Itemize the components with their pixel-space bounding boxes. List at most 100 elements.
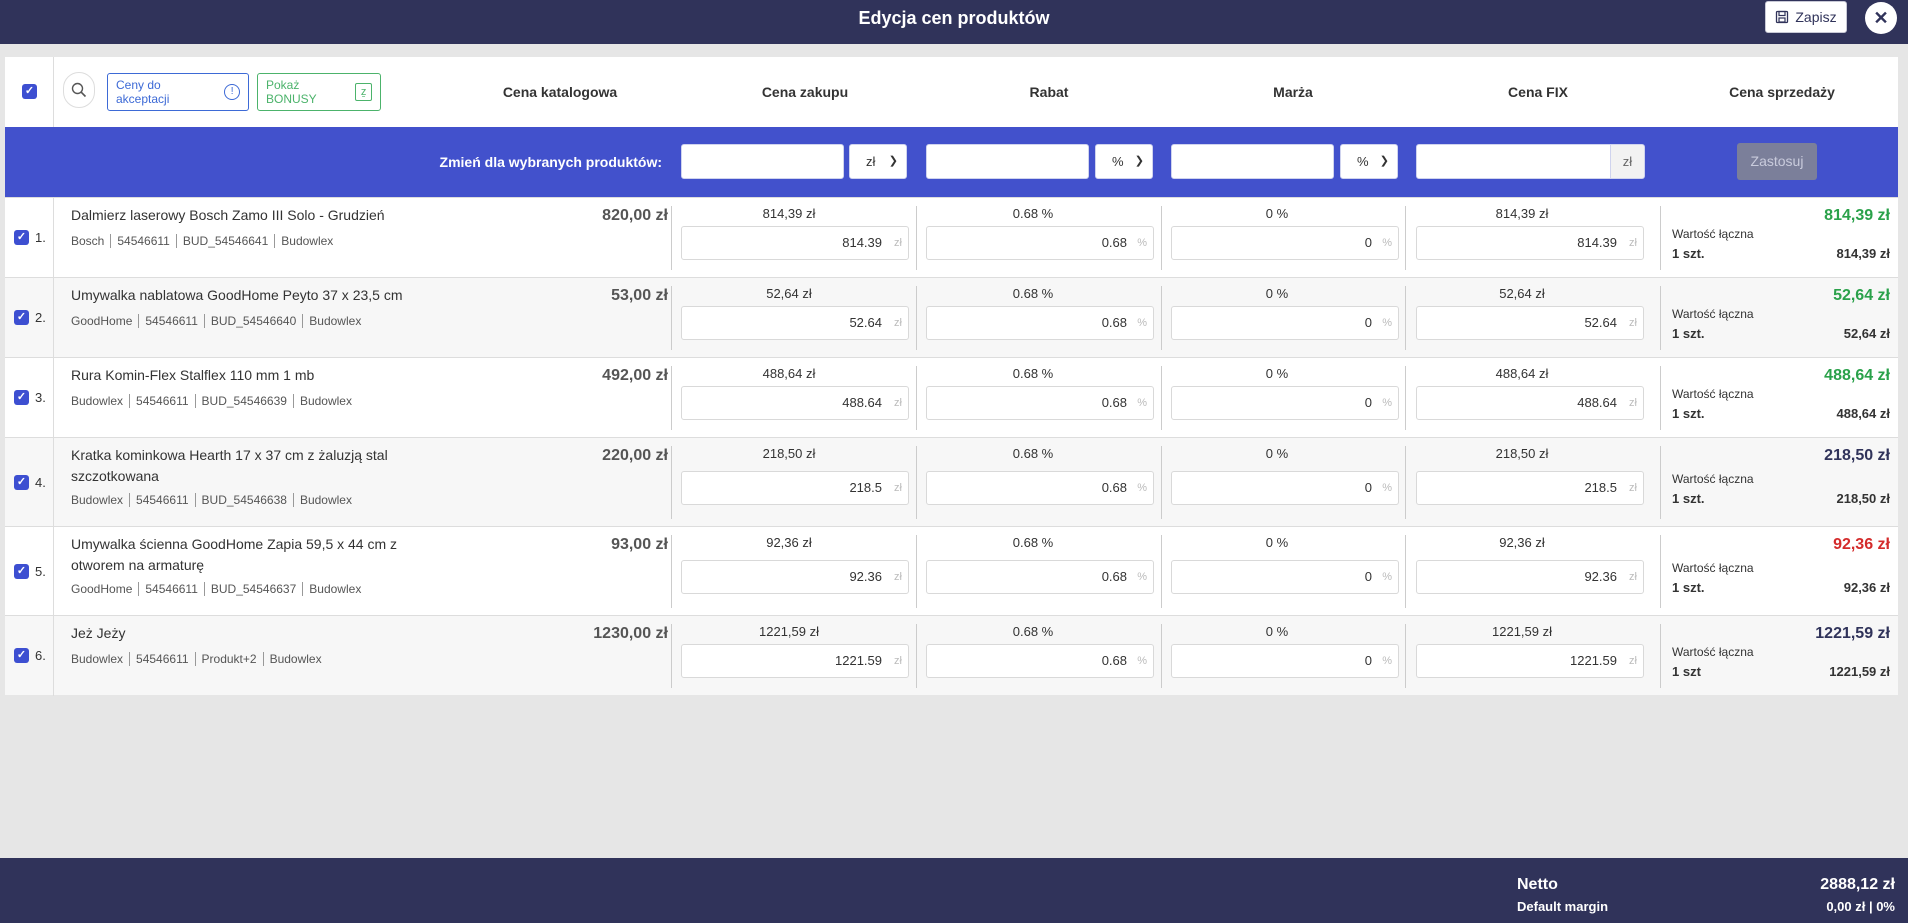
fix-input[interactable]: 814.39 zł	[1416, 226, 1644, 260]
bulk-discount-input[interactable]	[926, 144, 1089, 179]
purchase-input[interactable]: 52.64 zł	[681, 306, 909, 340]
discount-input-unit: %	[1137, 397, 1147, 409]
discount-input[interactable]: 0.68%	[926, 306, 1154, 340]
page-title: Edycja cen produktów	[858, 8, 1050, 28]
product-meta-item: Budowlex	[292, 394, 358, 408]
quantity: 1 szt.	[1672, 580, 1705, 595]
purchase-input[interactable]: 814.39 zł	[681, 226, 909, 260]
purchase-input[interactable]: 488.64 zł	[681, 386, 909, 420]
save-button[interactable]: Zapisz	[1765, 1, 1847, 33]
discount-value-label: 0.68 %	[1012, 286, 1054, 301]
total-value-label: Wartość łączna	[1672, 645, 1754, 659]
product-meta-item: 54546611	[129, 493, 195, 507]
products-table: ✓ Ceny do akceptacji ! Pokaż BONUSY ẕ Ce…	[5, 57, 1898, 696]
margin-input[interactable]: 0%	[1171, 386, 1399, 420]
pending-prices-button[interactable]: Ceny do akceptacji !	[107, 73, 249, 111]
default-margin-value: 0,00 zł | 0%	[1826, 899, 1895, 914]
product-meta-item: Budowlex	[302, 582, 367, 596]
discount-input-unit: %	[1137, 482, 1147, 494]
purchase-input[interactable]: 92.36 zł	[681, 560, 909, 594]
row-checkbox[interactable]: ✓	[14, 564, 29, 579]
product-meta-item: 54546611	[138, 582, 204, 596]
product-meta-item: Bosch	[71, 234, 105, 248]
margin-input[interactable]: 0%	[1171, 471, 1399, 505]
fix-input[interactable]: 92.36 zł	[1416, 560, 1644, 594]
margin-value-label: 0 %	[1265, 206, 1289, 221]
row-checkbox[interactable]: ✓	[14, 230, 29, 245]
margin-input[interactable]: 0%	[1171, 226, 1399, 260]
margin-input[interactable]: 0%	[1171, 644, 1399, 678]
table-row: ✓ 3. Rura Komin-Flex Stalflex 110 mm 1 mb B…	[5, 357, 1898, 438]
quantity: 1 szt.	[1672, 326, 1705, 341]
margin-input-value: 0	[1364, 315, 1372, 330]
product-meta-item: Budowlex	[292, 493, 358, 507]
fix-input[interactable]: 218.5 zł	[1416, 471, 1644, 505]
discount-input[interactable]: 0.68%	[926, 560, 1154, 594]
bulk-discount-unit-select[interactable]: % ❯	[1095, 144, 1153, 179]
purchase-input[interactable]: 1221.59 zł	[681, 644, 909, 678]
product-meta: Budowlex 54546611 BUD_54546639 Budowlex	[71, 394, 358, 408]
product-meta-item: BUD_54546639	[194, 394, 293, 408]
bulk-margin-unit-select[interactable]: % ❯	[1340, 144, 1398, 179]
product-meta: Budowlex 54546611 BUD_54546638 Budowlex	[71, 493, 358, 507]
column-divider	[916, 206, 917, 270]
purchase-input[interactable]: 218.5 zł	[681, 471, 909, 505]
show-bonus-button[interactable]: Pokaż BONUSY ẕ	[257, 73, 381, 111]
column-divider	[1405, 206, 1406, 270]
column-divider	[1660, 535, 1661, 608]
show-bonus-label: Pokaż BONUSY	[266, 78, 317, 106]
discount-input[interactable]: 0.68%	[926, 471, 1154, 505]
product-meta: GoodHome 54546611 BUD_54546640 Budowlex	[71, 314, 367, 328]
catalog-price: 492,00 zł	[602, 367, 668, 384]
product-meta-item: Budowlex	[71, 394, 124, 408]
bulk-margin-unit: %	[1357, 154, 1369, 169]
discount-input[interactable]: 0.68%	[926, 644, 1154, 678]
bulk-margin-input[interactable]	[1171, 144, 1334, 179]
discount-value-label: 0.68 %	[1012, 535, 1054, 550]
table-row: ✓ 4. Kratka kominkowa Hearth 17 x 37 cm z …	[5, 437, 1898, 527]
margin-value-label: 0 %	[1265, 535, 1289, 550]
bulk-fix-input[interactable]	[1416, 144, 1611, 179]
row-divider	[53, 527, 54, 616]
discount-input[interactable]: 0.68%	[926, 386, 1154, 420]
close-button[interactable]: ✕	[1865, 2, 1897, 34]
bulk-purchase-input[interactable]	[681, 144, 844, 179]
sale-price: 218,50 zł	[1824, 447, 1890, 464]
quantity: 1 szt.	[1672, 406, 1705, 421]
margin-input[interactable]: 0%	[1171, 306, 1399, 340]
row-checkbox[interactable]: ✓	[14, 475, 29, 490]
discount-value-label: 0.68 %	[1012, 206, 1054, 221]
search-button[interactable]	[63, 72, 95, 108]
product-meta-item: Produkt+2	[194, 652, 263, 666]
column-divider	[1660, 624, 1661, 688]
row-checkbox[interactable]: ✓	[14, 648, 29, 663]
margin-input-value: 0	[1364, 653, 1372, 668]
purchase-input-value: 52.64	[849, 315, 882, 330]
fix-input[interactable]: 488.64 zł	[1416, 386, 1644, 420]
discount-value-label: 0.68 %	[1012, 446, 1054, 461]
fix-input[interactable]: 1221.59 zł	[1416, 644, 1644, 678]
bulk-purchase-unit-select[interactable]: zł ❯	[849, 144, 907, 179]
fix-value-label: 52,64 zł	[1499, 286, 1545, 301]
discount-input[interactable]: 0.68%	[926, 226, 1154, 260]
fix-input[interactable]: 52.64 zł	[1416, 306, 1644, 340]
row-checkbox[interactable]: ✓	[14, 310, 29, 325]
top-bar: Edycja cen produktów Zapisz ✕	[0, 0, 1908, 44]
column-divider	[1405, 624, 1406, 688]
product-meta-item: 54546611	[129, 652, 195, 666]
purchase-value-label: 814,39 zł	[762, 206, 816, 221]
bulk-purchase-unit: zł	[866, 154, 876, 169]
bulk-fix-unit: zł	[1610, 144, 1645, 179]
product-meta-item: Budowlex	[71, 493, 124, 507]
apply-button[interactable]: Zastosuj	[1737, 143, 1817, 180]
total-value-label: Wartość łączna	[1672, 472, 1754, 486]
select-all-checkbox[interactable]: ✓	[22, 84, 37, 99]
row-number: 1.	[35, 230, 46, 245]
summary-footer: Netto Default margin 2888,12 zł 0,00 zł …	[0, 858, 1908, 923]
bulk-discount-unit: %	[1112, 154, 1124, 169]
discount-input-unit: %	[1137, 655, 1147, 667]
fix-input-unit: zł	[1629, 317, 1637, 329]
margin-input[interactable]: 0%	[1171, 560, 1399, 594]
row-checkbox[interactable]: ✓	[14, 390, 29, 405]
purchase-input-unit: zł	[894, 571, 902, 583]
